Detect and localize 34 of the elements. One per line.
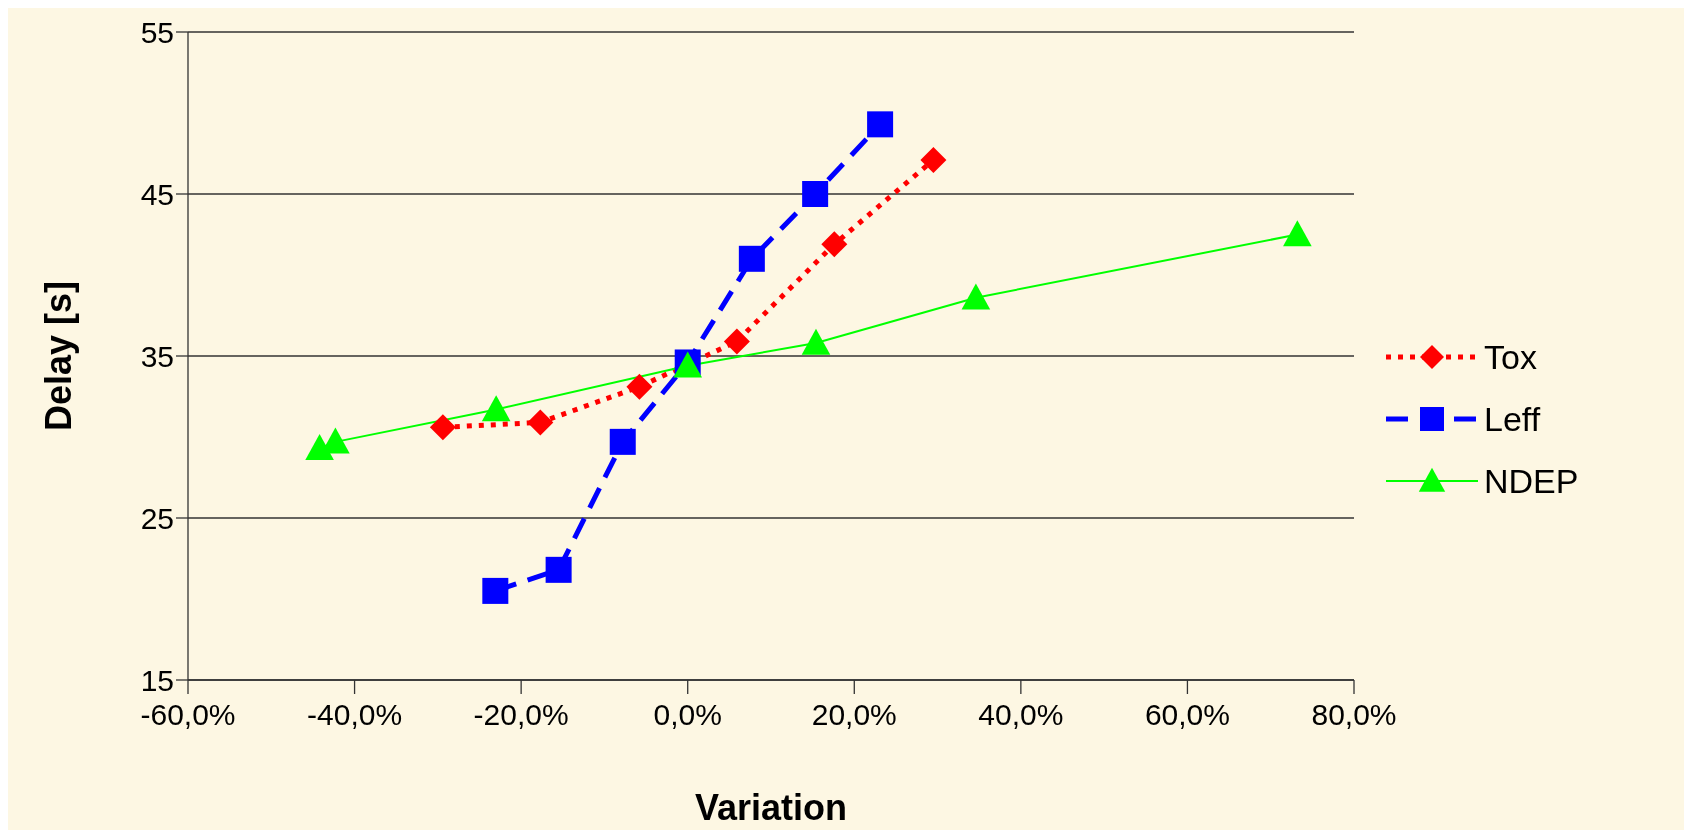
y-tick-label: 15 (140, 663, 174, 697)
point (961, 283, 991, 310)
x-tick-label: -20,0% (473, 698, 569, 732)
x-tick-label: 20,0% (811, 698, 897, 732)
point (821, 231, 848, 258)
x-tick-label: -40,0% (307, 698, 403, 732)
point (802, 181, 829, 207)
point (527, 409, 554, 436)
x-axis-title: Variation (694, 787, 848, 828)
x-tick-label: -60,0% (140, 698, 236, 732)
legend-label: Tox (1484, 337, 1537, 377)
y-tick-label: 25 (140, 501, 174, 535)
point (801, 328, 831, 355)
legend-label: NDEP (1484, 461, 1579, 501)
point (626, 373, 653, 400)
point (738, 245, 765, 272)
y-tick-label: 45 (140, 177, 174, 211)
x-tick-label: 60,0% (1144, 698, 1230, 732)
point (920, 146, 947, 173)
y-axis-title: Delay [s] (37, 280, 79, 432)
point (1283, 220, 1312, 247)
x-tick-label: 40,0% (978, 698, 1064, 732)
point (482, 577, 509, 604)
point (429, 414, 456, 441)
point (867, 111, 894, 138)
point (481, 395, 511, 422)
point (609, 428, 636, 455)
x-tick-label: 0,0% (653, 698, 722, 732)
x-tick-label: 80,0% (1311, 698, 1397, 732)
legend-label: Leff (1484, 399, 1541, 439)
point (723, 328, 750, 355)
y-tick-label: 55 (140, 15, 174, 49)
point (545, 556, 572, 583)
y-tick-label: 35 (140, 339, 174, 373)
